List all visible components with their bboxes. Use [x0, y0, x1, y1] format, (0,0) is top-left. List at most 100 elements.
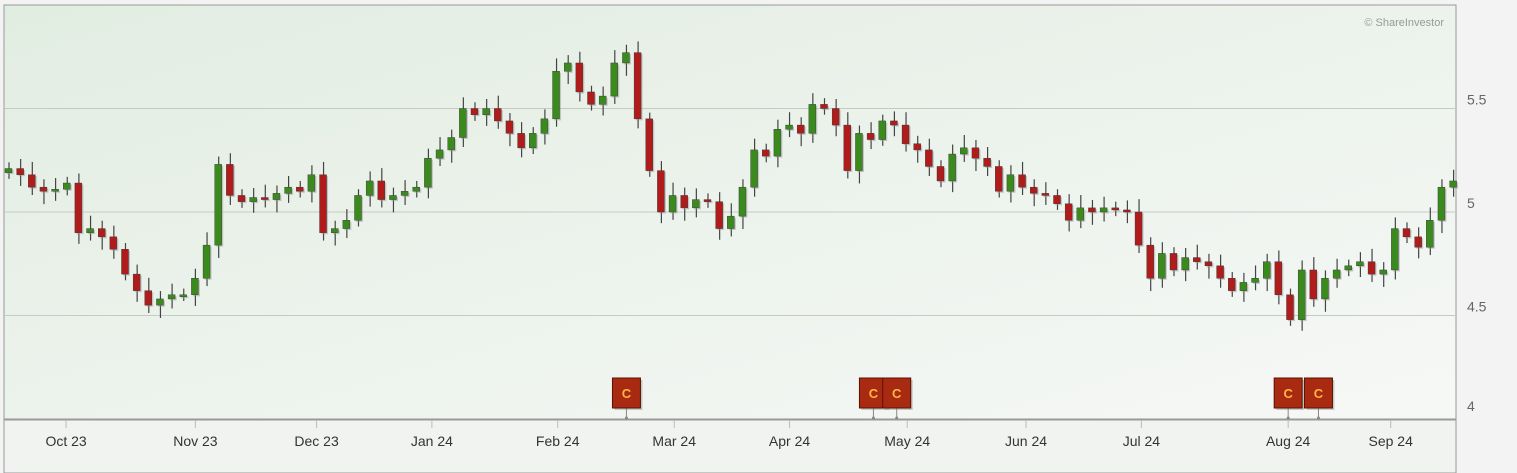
candle-up — [552, 71, 560, 120]
candle-shadow — [262, 199, 270, 202]
candle-up — [342, 220, 351, 229]
candle-up — [447, 137, 455, 151]
candle-down — [97, 228, 106, 238]
candle-down — [144, 290, 153, 306]
candle-down — [1402, 228, 1411, 238]
candle-down — [1193, 257, 1201, 262]
candle-down — [74, 182, 83, 233]
candle-up — [692, 199, 700, 209]
candle-up — [855, 133, 863, 171]
candle-up — [63, 182, 71, 190]
candle-down — [1414, 236, 1422, 248]
candle-down — [703, 199, 712, 202]
candle-down — [1274, 261, 1283, 295]
candle-up — [202, 244, 211, 279]
candle-down — [1088, 207, 1096, 213]
x-tick-label: Oct 23 — [45, 433, 86, 449]
candle-down — [1228, 278, 1236, 291]
candle-shadow — [53, 190, 61, 193]
candle-down — [913, 143, 921, 151]
candle-down — [470, 108, 479, 115]
candle-up — [307, 174, 316, 192]
candle-down — [1111, 207, 1119, 211]
candle-up — [1006, 174, 1015, 192]
candle-up — [1344, 265, 1352, 271]
candle-down — [983, 157, 991, 167]
candle-down — [797, 124, 805, 134]
corporate-action-marker[interactable] — [882, 377, 912, 409]
candle-up — [1391, 228, 1399, 271]
candle-down — [132, 273, 141, 291]
candle-up — [284, 186, 292, 194]
candle-down — [1064, 203, 1073, 221]
candle-up — [1437, 186, 1446, 221]
candle-up — [4, 168, 13, 173]
x-tick-label: Jul 24 — [1123, 433, 1161, 449]
candle-down — [1134, 211, 1143, 246]
candle-down — [645, 118, 653, 171]
candle-up — [1181, 257, 1189, 271]
candle-up — [598, 95, 607, 105]
candle-up — [354, 195, 362, 221]
candle-down — [901, 124, 910, 144]
candle-down — [109, 236, 118, 250]
candle-down — [1286, 294, 1294, 320]
candle-up — [529, 133, 537, 149]
candle-up — [459, 108, 467, 138]
x-tick-label: Dec 23 — [294, 433, 339, 449]
candle-up — [610, 62, 618, 97]
candle-shadow — [1113, 209, 1121, 212]
candle-up — [482, 108, 490, 115]
candle-up — [1262, 261, 1271, 279]
candle-up — [365, 180, 374, 196]
candle-up — [1426, 220, 1434, 248]
candle-down — [319, 174, 327, 233]
candle-up — [1099, 207, 1108, 213]
candle-down — [715, 201, 723, 229]
candle-down — [1018, 174, 1026, 188]
candle-up — [86, 228, 94, 233]
candle-shadow — [705, 201, 713, 204]
x-tick-label: Feb 24 — [536, 433, 580, 449]
candle-down — [995, 166, 1003, 192]
candle-up — [1158, 253, 1166, 279]
y-tick-label: 5.5 — [1467, 92, 1487, 108]
x-tick-label: Apr 24 — [769, 433, 810, 449]
candle-up — [1449, 180, 1457, 188]
marker-label: C — [892, 386, 902, 401]
candle-down — [505, 120, 514, 134]
candle-down — [1216, 265, 1224, 279]
candle-up — [948, 153, 956, 182]
candle-down — [1169, 253, 1178, 271]
marker-label: C — [622, 386, 632, 401]
candle-up — [51, 189, 59, 192]
candle-up — [785, 124, 793, 130]
candle-down — [657, 170, 665, 213]
candle-shadow — [181, 296, 189, 299]
x-axis-area — [3, 419, 1457, 473]
candle-down — [762, 149, 770, 157]
candle-up — [1239, 282, 1248, 291]
corporate-action-marker[interactable] — [611, 377, 641, 409]
marker-dot — [895, 416, 899, 420]
candle-up — [668, 195, 677, 213]
y-tick-label: 4 — [1467, 398, 1475, 414]
x-tick-label: Nov 23 — [173, 433, 218, 449]
candle-down — [494, 108, 502, 122]
candle-down — [261, 197, 269, 200]
candle-down — [517, 133, 525, 149]
corporate-action-marker[interactable] — [1303, 377, 1333, 409]
candle-up — [738, 186, 747, 217]
candle-up — [179, 294, 187, 297]
copyright-text: © ShareInvestor — [1364, 17, 1444, 29]
candle-up — [773, 128, 782, 157]
candle-down — [1146, 244, 1154, 279]
candle-down — [237, 195, 246, 202]
candle-up — [331, 228, 339, 233]
corporate-action-marker[interactable] — [1273, 377, 1303, 409]
candle-down — [377, 180, 385, 200]
x-tick-label: May 24 — [884, 433, 930, 449]
candle-down — [1309, 269, 1318, 300]
candle-up — [1297, 269, 1306, 320]
candle-up — [167, 294, 176, 300]
